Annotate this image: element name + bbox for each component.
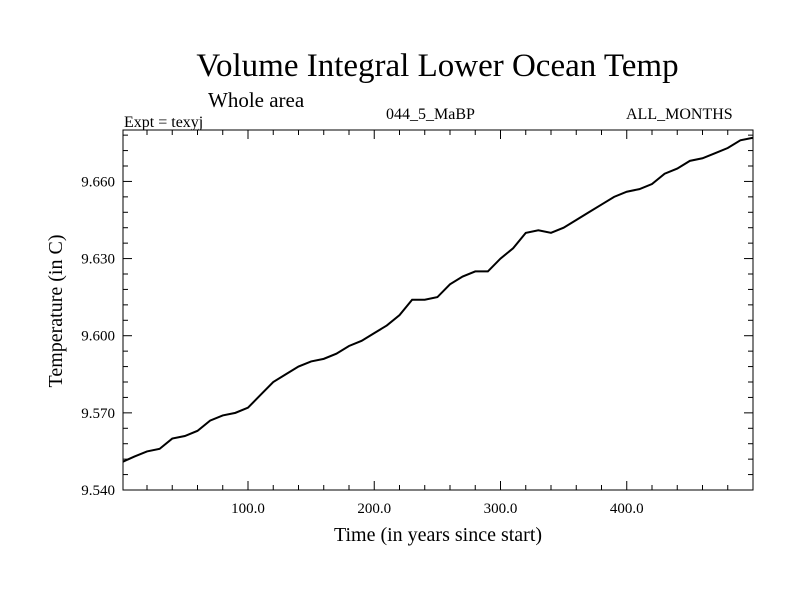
y-tick-label: 9.540 — [81, 483, 115, 499]
plot-frame — [122, 129, 754, 491]
x-tick-label: 100.0 — [231, 501, 265, 517]
tick-marks — [123, 130, 753, 490]
x-tick-label: 400.0 — [610, 501, 644, 517]
y-tick-label: 9.570 — [81, 406, 115, 422]
chart-subtitle: Whole area — [208, 88, 305, 112]
months-label: ALL_MONTHS — [626, 106, 733, 123]
center-label: 044_5_MaBP — [386, 106, 475, 123]
y-tick-label: 9.630 — [81, 252, 115, 268]
tick-labels: 100.0 200.0 300.0 400.0 9.540 9.570 9.600 9.630… — [81, 174, 643, 517]
x-tick-label: 200.0 — [357, 501, 391, 517]
temperature-series-line — [122, 136, 754, 463]
experiment-label: Expt = texyj — [124, 114, 204, 131]
y-tick-label: 9.600 — [81, 329, 115, 345]
y-tick-label: 9.660 — [81, 174, 115, 190]
x-axis-label: Time (in years since start) — [334, 524, 542, 546]
chart-title: Volume Integral Lower Ocean Temp — [196, 48, 679, 84]
x-tick-label: 300.0 — [484, 501, 518, 517]
y-axis-label: Temperature (in C) — [45, 235, 67, 388]
